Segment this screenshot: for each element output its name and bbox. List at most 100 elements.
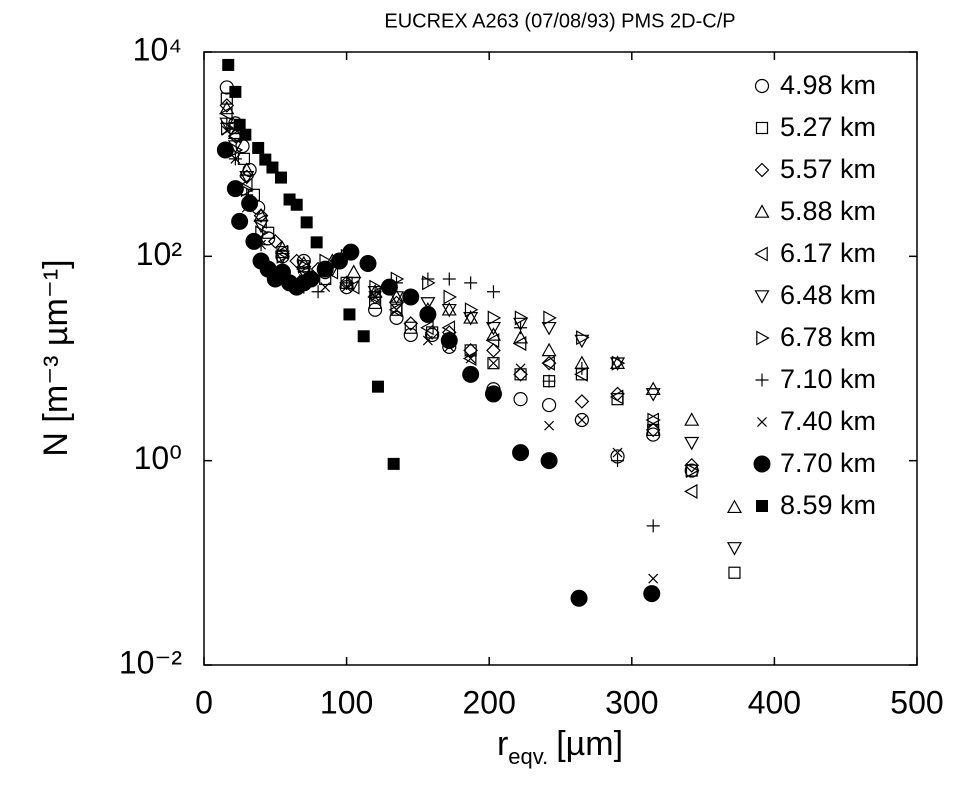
legend-marker <box>753 455 771 473</box>
data-point <box>422 335 433 346</box>
data-point <box>484 385 502 403</box>
data-point <box>611 355 626 371</box>
data-point <box>245 232 263 250</box>
data-point <box>316 260 334 278</box>
data-point <box>241 194 259 212</box>
data-point <box>570 589 588 607</box>
data-point <box>267 234 283 249</box>
x-tick-label: 100 <box>320 684 373 720</box>
data-point <box>320 282 331 293</box>
data-point <box>253 208 269 224</box>
legend-marker <box>755 373 769 387</box>
data-point <box>345 279 360 295</box>
data-point <box>346 264 362 278</box>
legend-marker <box>757 417 767 427</box>
data-point <box>486 285 500 299</box>
data-point <box>646 427 661 442</box>
data-point <box>424 325 440 340</box>
data-point <box>367 289 383 305</box>
data-point <box>239 162 255 176</box>
data-point <box>541 355 557 371</box>
data-point <box>403 327 418 343</box>
data-point <box>463 312 479 326</box>
x-tick-label: 400 <box>748 684 801 720</box>
data-point <box>252 141 265 154</box>
data-point <box>369 279 383 295</box>
x-tick-label: 300 <box>605 684 658 720</box>
data-point <box>441 303 457 318</box>
data-point <box>388 291 405 305</box>
data-point <box>575 361 589 375</box>
data-point <box>426 326 439 339</box>
data-point <box>574 366 588 382</box>
x-tick-label: 500 <box>890 684 943 720</box>
data-point <box>512 444 530 462</box>
data-point <box>298 258 312 274</box>
data-point <box>464 344 477 357</box>
data-point <box>357 330 370 343</box>
data-point <box>262 226 275 239</box>
data-point <box>576 415 587 425</box>
data-point <box>465 353 476 364</box>
legend-label: 5.27 km <box>780 112 876 142</box>
data-point <box>647 412 661 428</box>
data-point <box>275 171 288 184</box>
data-point <box>391 304 402 315</box>
data-point <box>485 321 501 336</box>
legend-marker <box>754 290 770 304</box>
data-point <box>216 141 234 159</box>
data-point <box>440 332 458 350</box>
data-point <box>543 310 557 326</box>
data-point <box>219 105 233 122</box>
data-point <box>253 219 269 234</box>
data-point <box>645 388 661 402</box>
data-point <box>514 310 529 326</box>
legend-label: 5.88 km <box>780 196 876 226</box>
data-point <box>646 519 660 533</box>
data-point <box>485 327 501 341</box>
chart-title: EUCREX A263 (07/08/93) PMS 2D-C/P <box>384 10 735 32</box>
data-point <box>513 317 529 332</box>
data-point <box>388 302 403 318</box>
x-tick-label: 0 <box>195 684 213 720</box>
y-tick-label: 10⁻² <box>119 644 182 680</box>
data-point <box>684 457 700 473</box>
data-point <box>544 420 555 431</box>
data-point <box>368 302 383 317</box>
data-point <box>685 463 700 479</box>
data-point <box>684 436 700 451</box>
data-point <box>230 153 241 164</box>
data-point <box>609 389 624 405</box>
data-point <box>311 285 325 299</box>
data-point <box>512 336 527 352</box>
plot-frame <box>203 51 918 666</box>
data-point <box>221 125 232 136</box>
data-point <box>404 321 417 334</box>
data-point <box>274 250 290 265</box>
data-point <box>370 292 381 302</box>
data-point <box>441 302 457 316</box>
data-point <box>643 585 661 603</box>
legend-marker <box>756 330 770 346</box>
data-point <box>227 125 243 140</box>
data-point <box>487 310 502 326</box>
data-point <box>387 457 400 470</box>
data-point <box>541 342 557 357</box>
data-point <box>610 355 626 369</box>
x-label-unit: [µm] <box>556 725 623 763</box>
legend-marker <box>754 204 770 218</box>
data-point <box>296 255 312 270</box>
data-point <box>343 308 356 321</box>
x-label-subscript: eqv. <box>508 744 548 769</box>
data-point <box>540 452 558 470</box>
x-axis-label: reqv. [µm] <box>497 725 623 769</box>
data-point <box>645 412 659 428</box>
legend-label: 7.70 km <box>780 448 876 478</box>
x-label-main: r <box>497 725 508 763</box>
data-point <box>726 499 742 514</box>
data-point <box>462 365 480 383</box>
data-point <box>464 302 479 318</box>
legend-label: 5.57 km <box>780 154 876 184</box>
data-point <box>220 92 233 105</box>
